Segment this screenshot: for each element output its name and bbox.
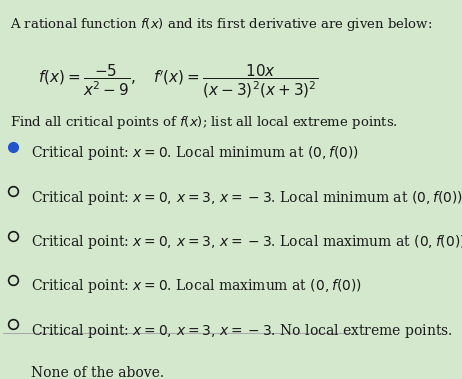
Text: Critical point: $x = 0,\, x = 3,\, x = -3$. Local maximum at $(0, f(0))$: Critical point: $x = 0,\, x = 3,\, x = -… bbox=[31, 233, 462, 251]
Text: A rational function $f(x)$ and its first derivative are given below:: A rational function $f(x)$ and its first… bbox=[10, 16, 432, 33]
Text: Find all critical points of $f(x)$; list all local extreme points.: Find all critical points of $f(x)$; list… bbox=[10, 114, 398, 132]
Text: Critical point: $x = 0$. Local maximum at $(0, f(0))$: Critical point: $x = 0$. Local maximum a… bbox=[31, 277, 362, 295]
Text: Critical point: $x = 0$. Local minimum at $(0, f(0))$: Critical point: $x = 0$. Local minimum a… bbox=[31, 144, 359, 162]
Text: $f(x) = \dfrac{-5}{x^2 - 9},\quad f'(x) = \dfrac{10x}{(x-3)^2(x+3)^2}$: $f(x) = \dfrac{-5}{x^2 - 9},\quad f'(x) … bbox=[38, 63, 318, 100]
Text: None of the above.: None of the above. bbox=[31, 366, 164, 379]
Text: Critical point: $x = 0,\, x = 3,\, x = -3$. Local minimum at $(0, f(0))$: Critical point: $x = 0,\, x = 3,\, x = -… bbox=[31, 189, 462, 207]
Text: Critical point: $x = 0,\, x = 3,\, x = -3$. No local extreme points.: Critical point: $x = 0,\, x = 3,\, x = -… bbox=[31, 322, 453, 340]
